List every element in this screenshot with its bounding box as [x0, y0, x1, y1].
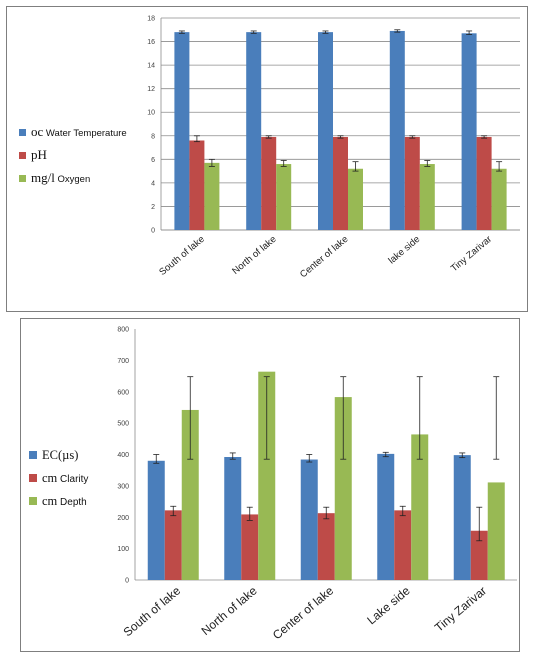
y-tick-label: 800 — [117, 327, 129, 334]
bar-water-temperature — [246, 32, 262, 230]
bar-oxygen — [419, 164, 435, 230]
y-tick-label: 300 — [117, 483, 129, 490]
legend-label: EC(µs) — [42, 448, 78, 462]
legend-swatch — [29, 451, 37, 459]
category-label: North of lake — [230, 234, 278, 277]
legend-swatch — [19, 152, 26, 159]
legend-label: cm Depth — [42, 494, 87, 508]
legend-label: oc Water Temperature — [31, 124, 127, 139]
legend-label: pH — [31, 147, 47, 162]
category-label: Tiny Zarivar — [432, 584, 489, 635]
y-tick-label: 8 — [151, 133, 155, 140]
category-label: Center of lake — [298, 234, 350, 280]
bar-water-temperature — [461, 33, 477, 230]
bar-water-temperature — [389, 30, 405, 231]
y-tick-label: 14 — [147, 63, 155, 70]
legend-series-name: Depth — [57, 497, 86, 508]
bar-ph — [404, 136, 420, 230]
bar-depth — [334, 397, 352, 580]
bar-clarity — [394, 510, 412, 580]
y-tick-label: 100 — [117, 546, 129, 553]
bar-ph — [333, 136, 348, 230]
legend-swatch — [19, 129, 26, 136]
bar-clarity — [317, 513, 335, 580]
legend-series-name: Water Temperature — [43, 128, 126, 139]
legend-series-name: Clarity — [57, 474, 88, 485]
y-tick-label: 700 — [117, 358, 129, 365]
bar-clarity — [470, 530, 488, 580]
top-bar-chart: 0 2 4 6 8 10 12 14 16 18 South of lake North of lak… — [19, 16, 520, 280]
y-tick-label: 18 — [147, 16, 155, 23]
category-label: Center of lake — [270, 583, 336, 642]
bar-water-temperature — [318, 32, 333, 230]
category-label: lake side — [386, 234, 422, 267]
legend-unit: mg/l — [31, 170, 55, 185]
category-label: South of lake — [157, 234, 207, 278]
bar-ec-s — [147, 460, 165, 580]
bar-clarity — [164, 510, 182, 580]
legend-swatch — [29, 474, 37, 482]
top-chart-panel: 0 2 4 6 8 10 12 14 16 18 South of lake North of lak… — [6, 6, 528, 312]
bar-oxygen — [348, 168, 363, 230]
y-tick-label: 4 — [151, 180, 155, 187]
y-tick-label: 400 — [117, 452, 129, 459]
bar-depth — [411, 434, 429, 580]
bar-ec-s — [453, 455, 471, 580]
y-tick-label: 500 — [117, 421, 129, 428]
legend-swatch — [19, 175, 26, 182]
bar-depth — [487, 482, 505, 580]
bar-ec-s — [224, 457, 242, 580]
bar-oxygen — [491, 168, 507, 230]
legend-unit: EC(µs) — [42, 448, 78, 462]
y-tick-label: 200 — [117, 515, 129, 522]
legend-label: mg/l Oxygen — [31, 170, 90, 185]
bar-depth — [181, 409, 199, 580]
y-tick-label: 2 — [151, 204, 155, 211]
category-label: North of lake — [199, 583, 260, 638]
legend-label: cm Clarity — [42, 471, 88, 485]
legend-unit: cm — [42, 494, 58, 508]
bar-depth — [258, 371, 276, 580]
bottom-chart-panel: 0 100 200 300 400 500 600 700 800 South of lake No… — [20, 318, 520, 652]
legend-swatch — [29, 497, 37, 505]
y-tick-label: 10 — [147, 110, 155, 117]
category-label: South of lake — [121, 583, 184, 639]
bar-ec-s — [377, 453, 395, 580]
bar-ph — [189, 140, 205, 230]
bar-clarity — [241, 514, 259, 580]
bar-ec-s — [300, 459, 318, 580]
y-tick-label: 0 — [151, 228, 155, 235]
bar-water-temperature — [174, 32, 190, 230]
y-tick-label: 16 — [147, 39, 155, 46]
y-tick-label: 6 — [151, 157, 155, 164]
y-tick-label: 600 — [117, 389, 129, 396]
category-label: Tiny Zarivar — [449, 234, 494, 274]
y-tick-label: 0 — [125, 578, 129, 585]
legend-unit: cm — [42, 471, 58, 485]
bar-oxygen — [204, 162, 220, 230]
bar-ph — [261, 136, 277, 230]
bar-oxygen — [276, 164, 292, 230]
legend-series-name: Oxygen — [55, 174, 90, 185]
legend-unit: oc — [31, 124, 44, 139]
bar-ph — [476, 136, 492, 230]
bottom-bar-chart: 0 100 200 300 400 500 600 700 800 South of lake No… — [29, 327, 517, 642]
legend-unit: pH — [31, 147, 47, 162]
category-label: Lake side — [364, 583, 413, 627]
y-tick-label: 12 — [147, 86, 155, 93]
